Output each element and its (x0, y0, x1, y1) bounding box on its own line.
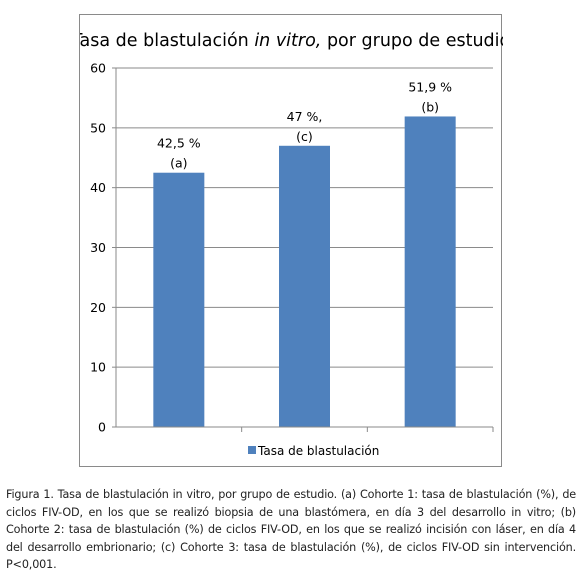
data-label: 42,5 % (157, 136, 201, 151)
y-tick-label: 0 (98, 420, 106, 435)
legend-label: Tasa de blastulación (257, 444, 379, 458)
y-tick-label: 60 (90, 61, 106, 76)
legend-swatch (248, 446, 256, 454)
chart-title: Tasa de blastulación in vitro, por grupo… (80, 31, 503, 51)
data-label-group: (a) (170, 156, 187, 171)
y-tick-label: 50 (90, 120, 106, 135)
y-tick-label: 20 (90, 300, 106, 315)
y-tick-label: 10 (90, 360, 106, 375)
chart-frame: Tasa de blastulación in vitro, por grupo… (79, 14, 503, 467)
y-tick-label: 30 (90, 240, 106, 255)
data-label-group: (b) (421, 99, 439, 114)
y-tick-label: 40 (90, 180, 106, 195)
data-label: 51,9 % (408, 79, 452, 94)
figure-caption: Figura 1. Tasa de blastulación in vitro,… (6, 488, 576, 572)
data-label: 47 %, (287, 109, 323, 124)
bar (279, 145, 330, 428)
data-label-group: (c) (296, 129, 313, 144)
bar (153, 172, 205, 427)
bar (404, 116, 456, 427)
bar-chart: Tasa de blastulación in vitro, por grupo… (80, 31, 503, 458)
